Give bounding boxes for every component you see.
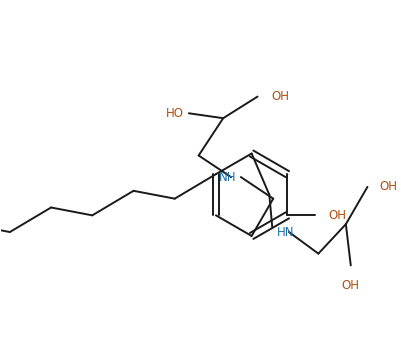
Text: OH: OH xyxy=(342,279,360,292)
Text: HN: HN xyxy=(277,226,295,239)
Text: OH: OH xyxy=(328,209,346,222)
Text: OH: OH xyxy=(379,180,397,193)
Text: HO: HO xyxy=(166,107,184,120)
Text: NH: NH xyxy=(219,171,236,184)
Text: OH: OH xyxy=(271,90,289,103)
